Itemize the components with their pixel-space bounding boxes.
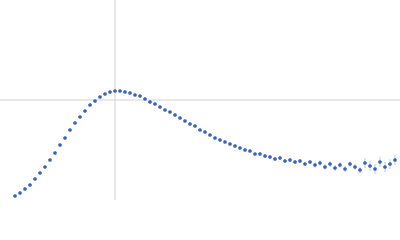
data-point <box>198 128 202 132</box>
data-point <box>68 128 72 132</box>
data-point <box>378 160 382 164</box>
data-point <box>218 138 222 142</box>
data-point <box>323 165 327 169</box>
data-point <box>213 136 217 140</box>
data-point <box>308 160 312 164</box>
data-point <box>373 167 377 171</box>
data-point <box>233 144 237 148</box>
data-point <box>48 158 52 162</box>
data-point <box>63 136 67 140</box>
data-point <box>18 191 22 195</box>
data-point <box>28 183 32 187</box>
data-point <box>128 91 132 95</box>
data-point <box>368 164 372 168</box>
data-point <box>318 161 322 165</box>
data-point <box>43 165 47 169</box>
data-point <box>288 158 292 162</box>
data-point <box>158 105 162 109</box>
data-point <box>33 177 37 181</box>
data-point <box>193 124 197 128</box>
data-point <box>393 158 397 162</box>
data-point <box>38 171 42 175</box>
data-point <box>133 93 137 97</box>
data-point <box>278 156 282 160</box>
data-point <box>123 90 127 94</box>
data-point <box>248 149 252 153</box>
data-point <box>363 161 367 165</box>
data-point <box>163 108 167 112</box>
data-point <box>258 152 262 156</box>
data-point <box>298 159 302 163</box>
data-point <box>353 165 357 169</box>
data-point <box>338 163 342 167</box>
data-point <box>223 140 227 144</box>
data-point <box>143 97 147 101</box>
data-point <box>243 148 247 152</box>
data-point <box>263 154 267 158</box>
data-point <box>358 168 362 172</box>
data-point <box>13 194 17 198</box>
data-point <box>228 142 232 146</box>
data-point <box>98 95 102 99</box>
data-point <box>148 100 152 104</box>
data-point <box>58 143 62 147</box>
data-point <box>283 159 287 163</box>
data-point <box>113 89 117 93</box>
data-point <box>388 162 392 166</box>
data-point <box>253 152 257 156</box>
data-point <box>78 115 82 119</box>
data-point <box>153 102 157 106</box>
data-point <box>313 163 317 167</box>
data-point <box>173 113 177 117</box>
data-point <box>183 119 187 123</box>
data-point <box>88 103 92 107</box>
data-point <box>268 155 272 159</box>
data-point <box>53 151 57 155</box>
data-point <box>23 187 27 191</box>
data-point <box>343 167 347 171</box>
data-point <box>168 110 172 114</box>
data-point <box>208 133 212 137</box>
data-point <box>178 116 182 120</box>
chart <box>0 0 400 200</box>
data-point <box>83 109 87 113</box>
data-point <box>348 162 352 166</box>
data-point <box>273 157 277 161</box>
data-point <box>328 162 332 166</box>
data-point <box>103 92 107 96</box>
data-point <box>203 130 207 134</box>
data-point <box>238 146 242 150</box>
data-point <box>108 90 112 94</box>
data-point <box>383 165 387 169</box>
data-point <box>293 160 297 164</box>
data-point <box>138 94 142 98</box>
data-point <box>188 122 192 126</box>
data-point <box>303 162 307 166</box>
data-point <box>73 121 77 125</box>
data-point <box>333 166 337 170</box>
data-point <box>118 89 122 93</box>
data-point <box>93 99 97 103</box>
